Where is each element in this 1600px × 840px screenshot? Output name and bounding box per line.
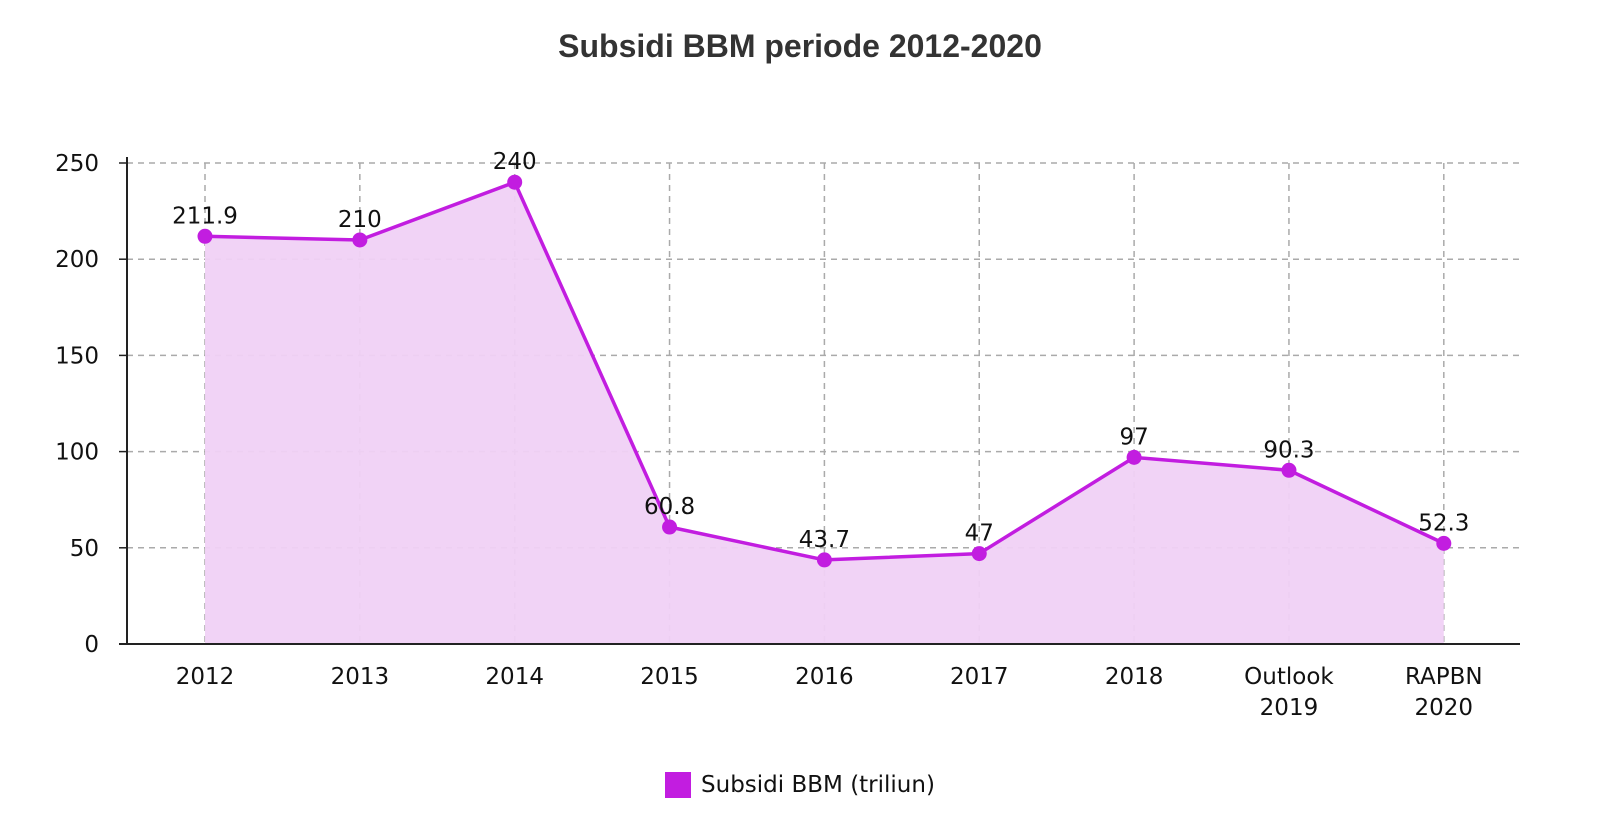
series-area xyxy=(205,182,1444,645)
data-label: 90.3 xyxy=(1263,437,1314,463)
chart-title: Subsidi BBM periode 2012-2020 xyxy=(558,28,1042,64)
data-point xyxy=(197,228,213,244)
legend[interactable]: Subsidi BBM (triliun) xyxy=(0,772,1600,798)
data-label: 60.8 xyxy=(644,494,695,520)
axis-layer: 0 50 100 150 200 250 2012 2013 2014 2015 2016 2017 2… xyxy=(55,151,1520,721)
y-tick-label: 50 xyxy=(70,536,99,562)
x-tick-label: 2015 xyxy=(640,664,699,690)
data-label: 210 xyxy=(338,207,382,233)
point-layer xyxy=(197,174,1452,568)
data-point xyxy=(1126,449,1142,465)
data-label: 43.7 xyxy=(799,527,850,553)
x-tick-label: RAPBN 2020 xyxy=(1405,664,1483,721)
y-tick-label: 200 xyxy=(55,247,99,273)
x-tick-label: 2012 xyxy=(176,664,235,690)
data-label: 47 xyxy=(965,521,994,547)
data-label: 52.3 xyxy=(1418,510,1469,536)
x-tick-label: 2017 xyxy=(950,664,1009,690)
legend-label: Subsidi BBM (triliun) xyxy=(701,772,935,798)
area-layer xyxy=(205,182,1444,645)
label-layer: 211.9 210 240 60.8 43.7 47 97 90.3 52.3 xyxy=(172,149,1469,553)
x-tick-label: Outlook 2019 xyxy=(1244,664,1334,721)
data-point xyxy=(352,232,368,248)
data-point xyxy=(1436,535,1452,551)
data-label: 240 xyxy=(493,149,537,175)
data-point xyxy=(971,546,987,562)
y-tick-label: 0 xyxy=(84,632,99,658)
x-tick-label: 2013 xyxy=(331,664,390,690)
data-point xyxy=(1281,462,1297,478)
y-tick-label: 150 xyxy=(55,343,99,369)
x-tick-label: 2016 xyxy=(795,664,854,690)
y-tick-label: 250 xyxy=(55,151,99,177)
x-tick-label: 2018 xyxy=(1105,664,1164,690)
y-tick-label: 100 xyxy=(55,440,99,466)
legend-swatch xyxy=(665,772,692,798)
data-point xyxy=(507,174,523,190)
x-tick-label: 2014 xyxy=(485,664,544,690)
data-point xyxy=(662,519,678,535)
data-label: 211.9 xyxy=(172,203,238,229)
data-point xyxy=(816,552,832,568)
data-label: 97 xyxy=(1119,424,1148,450)
